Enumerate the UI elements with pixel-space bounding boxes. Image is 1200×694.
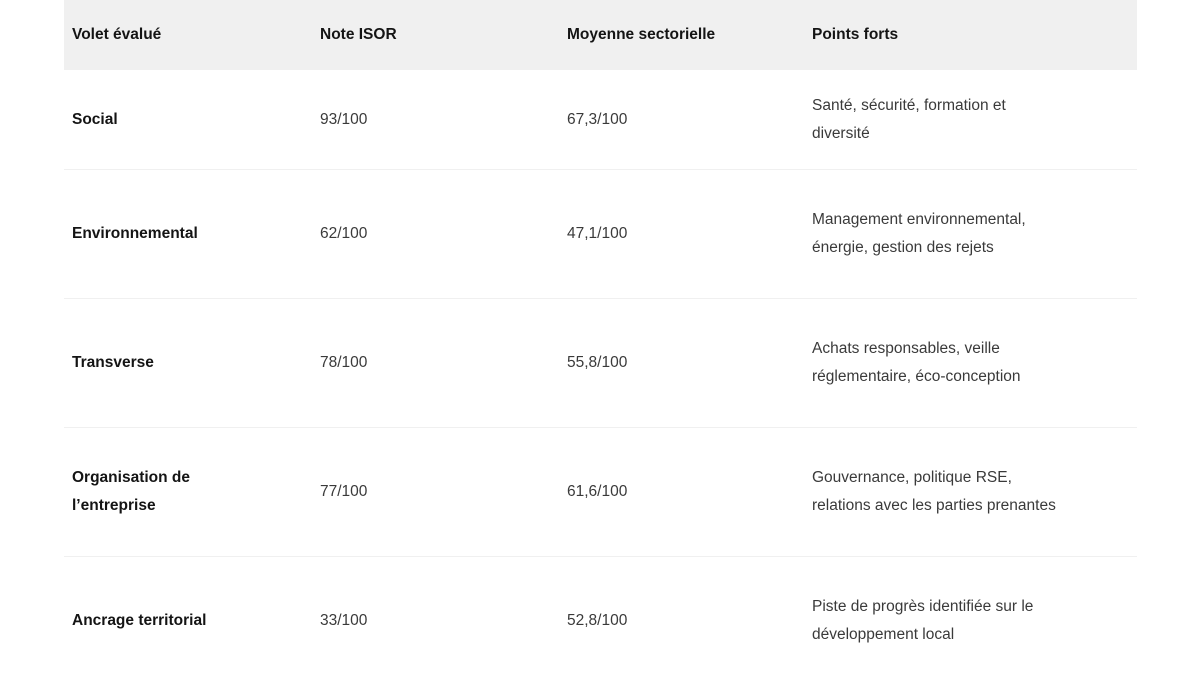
moyenne-sectorielle-value: 61,6/100: [567, 483, 628, 500]
row-label: Environnemental: [72, 225, 198, 242]
note-isor-value: 33/100: [320, 612, 368, 629]
note-isor-value: 77/100: [320, 483, 368, 500]
column-header-points-forts: Points forts: [812, 26, 899, 43]
moyenne-sectorielle-value: 67,3/100: [567, 110, 628, 128]
table-row-transverse: Transverse 78/100 55,8/100 Achats respon…: [64, 298, 1137, 427]
column-header-volet-evalue: Volet évalué: [72, 26, 162, 43]
moyenne-sectorielle-value: 55,8/100: [567, 354, 628, 371]
table-row-social: Social 93/100 67,3/100 Santé, sécurité, …: [64, 70, 1137, 169]
column-header-note-isor: Note ISOR: [320, 26, 397, 43]
points-forts-value: Piste de progrès identifiée sur le dével…: [812, 598, 1034, 643]
isor-evaluation-table: Volet évalué Note ISOR Moyenne sectoriel…: [64, 0, 1137, 685]
points-forts-value: Management environnemental, énergie, ges…: [812, 211, 1026, 256]
row-label: Transverse: [72, 354, 154, 371]
table-row-ancrage-territorial: Ancrage territorial 33/100 52,8/100 Pist…: [64, 556, 1137, 685]
moyenne-sectorielle-value: 52,8/100: [567, 612, 628, 629]
row-label: Ancrage territorial: [72, 612, 207, 629]
points-forts-value: Gouvernance, politique RSE, relations av…: [812, 469, 1056, 514]
table-header-row: Volet évalué Note ISOR Moyenne sectoriel…: [64, 0, 1137, 70]
note-isor-value: 62/100: [320, 225, 368, 242]
note-isor-value: 93/100: [320, 110, 368, 128]
table-row-environnemental: Environnemental 62/100 47,1/100 Manageme…: [64, 169, 1137, 298]
note-isor-value: 78/100: [320, 354, 368, 371]
row-label: Organisation de l’entreprise: [72, 469, 190, 514]
points-forts-value: Santé, sécurité, formation et diversité: [812, 96, 1006, 142]
column-header-moyenne-sectorielle: Moyenne sectorielle: [567, 26, 716, 43]
moyenne-sectorielle-value: 47,1/100: [567, 225, 628, 242]
table-row-organisation: Organisation de l’entreprise 77/100 61,6…: [64, 427, 1137, 556]
points-forts-value: Achats responsables, veille réglementair…: [812, 340, 1021, 385]
row-label: Social: [72, 110, 118, 128]
